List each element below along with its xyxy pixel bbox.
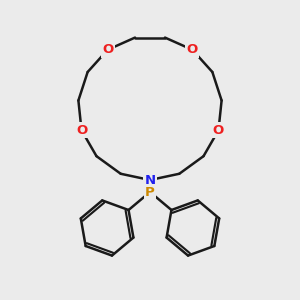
Text: O: O bbox=[213, 124, 224, 137]
Text: O: O bbox=[187, 43, 198, 56]
Text: O: O bbox=[76, 124, 87, 137]
Text: P: P bbox=[145, 185, 155, 199]
Text: N: N bbox=[144, 173, 156, 187]
Text: O: O bbox=[102, 43, 113, 56]
